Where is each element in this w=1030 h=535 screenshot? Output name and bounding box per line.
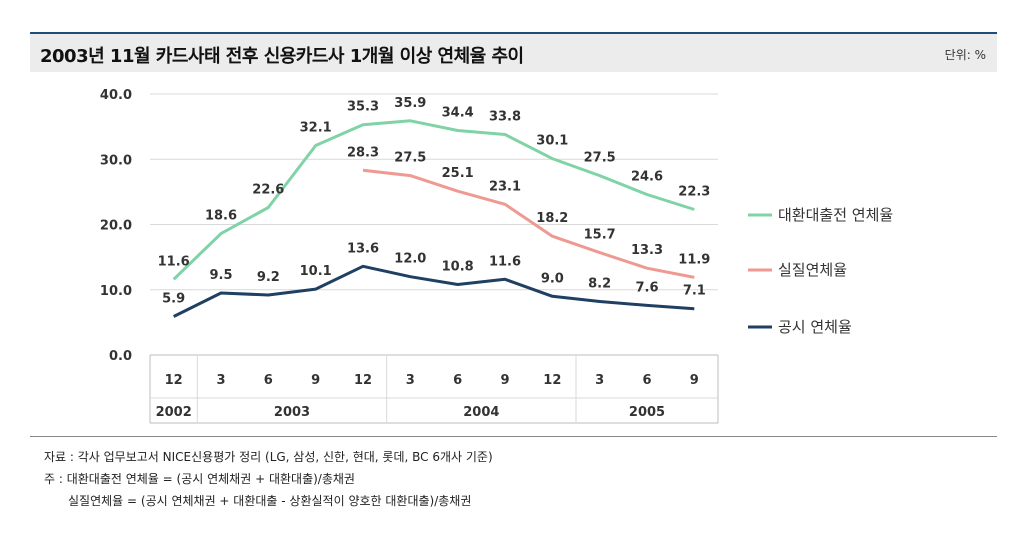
footnote-source: 자료 : 각사 업무보고서 NICE신용평가 정리 (LG, 삼성, 신한, 현…	[44, 450, 493, 464]
year-group-label: 2005	[629, 405, 665, 420]
x-tick-label: 6	[642, 373, 651, 388]
data-label: 7.1	[683, 284, 706, 299]
data-label: 12.0	[394, 252, 426, 267]
x-tick-label: 12	[165, 373, 183, 388]
legend-label: 공시 연체율	[778, 318, 852, 336]
year-group-label: 2004	[463, 405, 499, 420]
header-bar	[30, 34, 997, 72]
x-tick-label: 12	[543, 373, 561, 388]
data-label: 13.6	[347, 241, 379, 256]
data-label: 22.3	[678, 184, 710, 199]
data-label: 13.3	[631, 243, 663, 258]
x-tick-label: 9	[500, 373, 509, 388]
x-tick-label: 9	[690, 373, 699, 388]
series-line-2	[173, 264, 695, 318]
x-tick-label: 12	[354, 373, 372, 388]
footnote-note-2: 실질연체율 = (공시 연체채권 + 대환대출 - 상환실적이 양호한 대환대출…	[68, 494, 472, 508]
data-label: 18.2	[536, 211, 568, 226]
unit-label: 단위: %	[944, 48, 986, 62]
x-tick-label: 3	[216, 373, 225, 388]
footnotes: 자료 : 각사 업무보고서 NICE신용평가 정리 (LG, 삼성, 신한, 현…	[44, 446, 493, 512]
data-label: 27.5	[394, 151, 426, 166]
footer-rule	[30, 436, 997, 437]
data-label: 28.3	[347, 145, 379, 160]
data-label: 34.4	[442, 106, 474, 121]
data-label: 22.6	[252, 183, 284, 198]
y-tick-label: 30.0	[100, 153, 132, 168]
line-chart: 0.0 10.0 20.0 30.0 40.0 12 3 6 9 12 3 6 9 12 3 6 9 2002 20…	[100, 88, 893, 424]
y-tick-label: 10.0	[100, 284, 132, 299]
y-tick-label: 0.0	[109, 349, 132, 364]
data-label: 11.6	[489, 254, 521, 269]
y-tick-label: 40.0	[100, 88, 132, 103]
x-tick-label: 3	[406, 373, 415, 388]
data-label: 7.6	[635, 280, 658, 295]
data-label: 30.1	[536, 134, 568, 149]
data-label: 11.6	[158, 254, 190, 269]
header-top-rule	[30, 32, 997, 34]
legend-label: 실질연체율	[778, 261, 847, 279]
chart-title: 2003년 11월 카드사태 전후 신용카드사 1개월 이상 연체율 추이	[40, 46, 524, 67]
data-label: 25.1	[442, 166, 474, 181]
x-tick-label: 3	[595, 373, 604, 388]
x-tick-label: 9	[311, 373, 320, 388]
data-label: 23.1	[489, 179, 521, 194]
data-label: 5.9	[162, 292, 185, 307]
data-label: 15.7	[584, 228, 616, 243]
year-group-label: 2003	[274, 405, 310, 420]
series-line-1	[362, 168, 695, 279]
data-label: 9.5	[209, 268, 232, 283]
data-label: 18.6	[205, 209, 237, 224]
data-label: 10.1	[300, 264, 332, 279]
data-label: 32.1	[300, 121, 332, 136]
footnote-note-1: 주 : 대환대출전 연체율 = (공시 연체채권 + 대환대출)/총채권	[44, 472, 355, 486]
data-label: 11.9	[678, 252, 710, 267]
series-line-0	[172, 119, 695, 281]
data-label: 8.2	[588, 276, 611, 291]
data-label: 10.8	[442, 260, 474, 275]
x-tick-label: 6	[264, 373, 273, 388]
x-tick-label: 6	[453, 373, 462, 388]
year-group-label: 2002	[156, 405, 192, 420]
data-label: 35.9	[394, 96, 426, 111]
data-label: 9.2	[257, 270, 280, 285]
data-label: 9.0	[541, 271, 564, 286]
data-label: 27.5	[584, 151, 616, 166]
data-label: 33.8	[489, 109, 521, 124]
data-label: 24.6	[631, 169, 663, 184]
y-tick-label: 20.0	[100, 219, 132, 234]
legend-label: 대환대출전 연체율	[778, 206, 893, 224]
data-label: 35.3	[347, 100, 379, 115]
